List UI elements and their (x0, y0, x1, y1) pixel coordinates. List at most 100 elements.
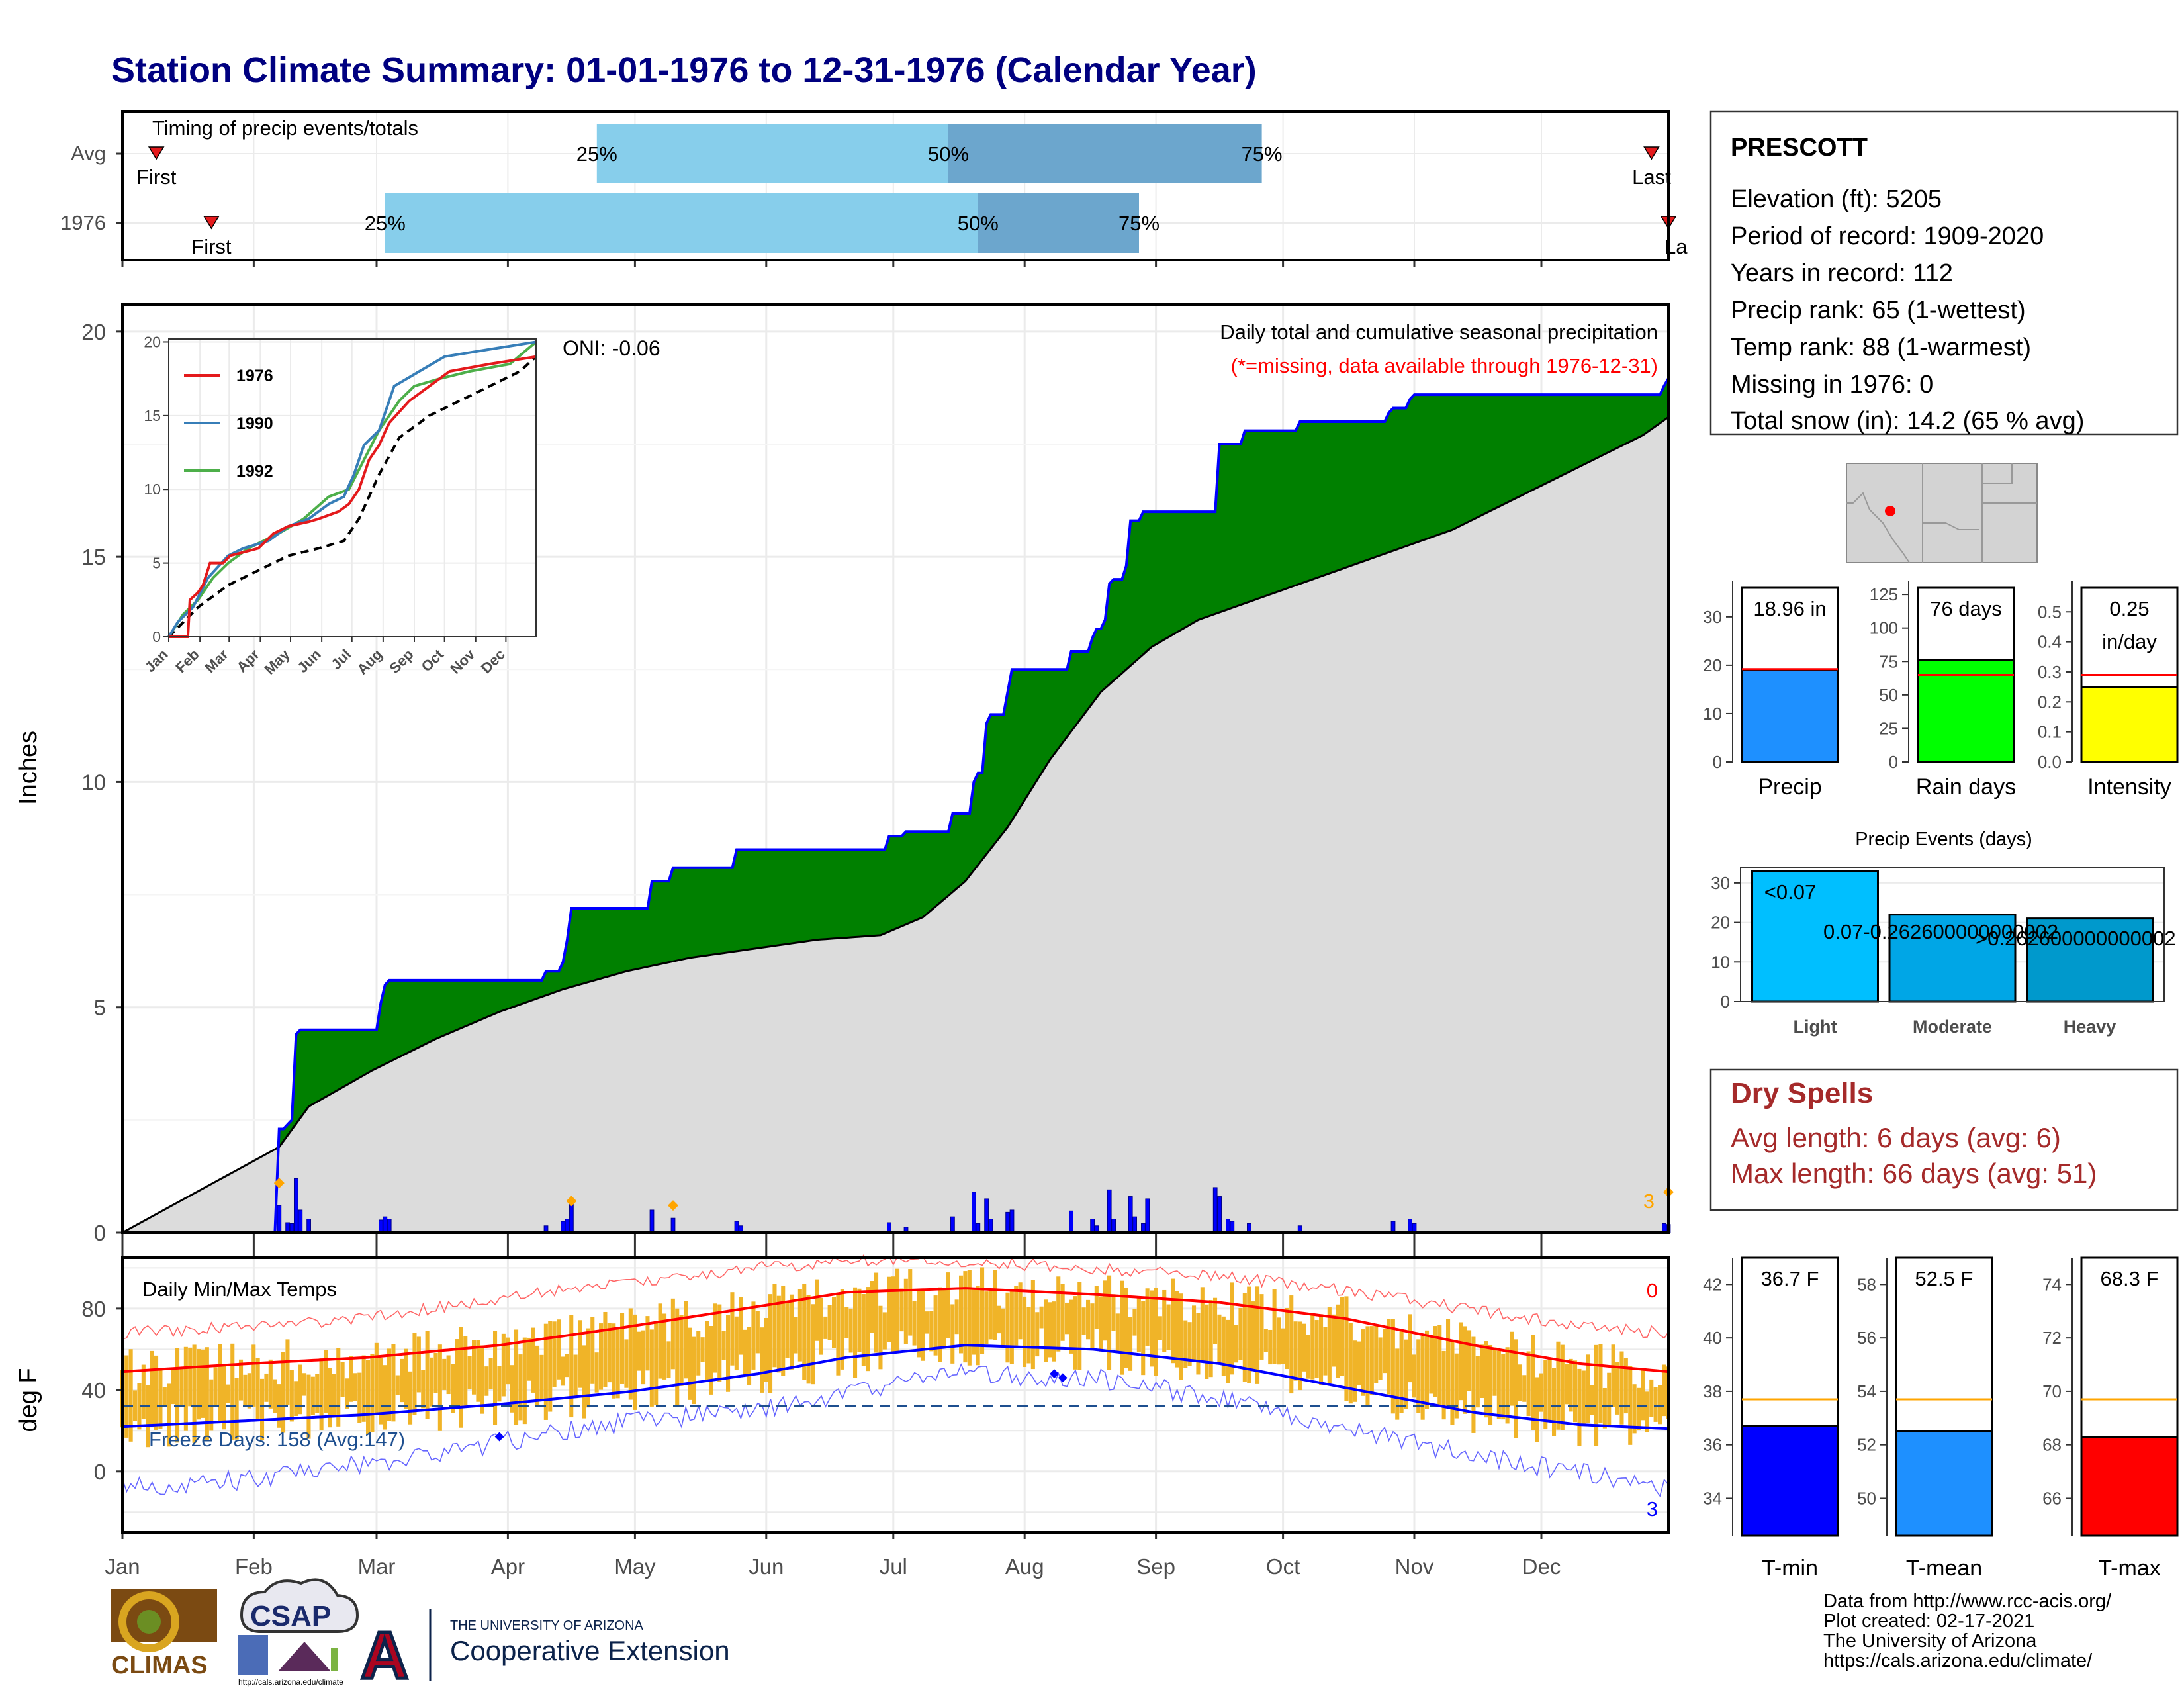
daily-temp-bar (205, 1347, 209, 1440)
daily-temp-bar (1099, 1296, 1103, 1352)
daily-precip-bar (1009, 1209, 1015, 1233)
daily-temp-bar (1378, 1337, 1383, 1380)
daily-temp-bar (844, 1307, 849, 1338)
daily-temp-bar (649, 1329, 654, 1407)
daily-temp-bar (1196, 1313, 1201, 1375)
daily-temp-bar (1531, 1335, 1535, 1430)
daily-temp-bar (437, 1344, 442, 1431)
daily-temp-bar (154, 1355, 159, 1430)
daily-temp-bar (615, 1328, 620, 1399)
csap-mountain (278, 1642, 331, 1671)
daily-temp-bar (1136, 1297, 1141, 1353)
mini-bar-tick-label: 10 (1703, 704, 1722, 724)
daily-temp-bar (988, 1290, 993, 1340)
daily-temp-bar (306, 1374, 311, 1439)
daily-temp-bar (1510, 1331, 1514, 1406)
daily-temp-bar (128, 1349, 133, 1442)
daily-temp-bar (705, 1321, 709, 1380)
daily-temp-bar (1162, 1289, 1167, 1352)
temp-bar-tick-label: 66 (2042, 1488, 2062, 1508)
daily-temp-bar (819, 1297, 823, 1355)
daily-temp-bar (1649, 1379, 1654, 1417)
daily-temp-bar (811, 1304, 815, 1385)
daily-precip-bar (950, 1216, 955, 1233)
daily-precip-bar (988, 1219, 993, 1233)
daily-precip-bar (1230, 1221, 1235, 1233)
mini-bar-tick-label: 50 (1879, 685, 1898, 705)
daily-temp-bar (1348, 1322, 1353, 1404)
daily-temp-bar (1124, 1288, 1128, 1368)
temp-bar-tick-label: 68 (2042, 1435, 2062, 1455)
dry-spells-max: Max length: 66 days (avg: 51) (1731, 1158, 2097, 1189)
temp-bar-value (1741, 1425, 1839, 1537)
daily-temp-bar (997, 1305, 1001, 1334)
daily-temp-bar (1383, 1329, 1387, 1374)
daily-temp-bar (501, 1333, 506, 1397)
daily-temp-bar (1399, 1330, 1404, 1413)
mini-bar-tick-label: 0.2 (2038, 692, 2062, 712)
daily-temp-bar (150, 1350, 154, 1428)
daily-temp-bar (1039, 1306, 1044, 1329)
timing-p25-label: 25% (576, 142, 617, 165)
daily-temp-bar (353, 1373, 357, 1401)
daily-temp-bar (1314, 1320, 1319, 1378)
daily-temp-bar (1060, 1284, 1065, 1341)
daily-temp-bar (472, 1340, 477, 1395)
daily-temp-bar (612, 1323, 616, 1399)
daily-precip-bar (649, 1209, 655, 1233)
month-label: Jul (880, 1554, 907, 1579)
daily-temp-bar (1285, 1307, 1289, 1370)
daily-temp-bar (408, 1371, 413, 1425)
cumulative-surplus-area (122, 378, 1668, 1233)
daily-temp-bar (578, 1320, 582, 1388)
daily-temp-bar (222, 1364, 226, 1430)
daily-temp-bar (1357, 1341, 1361, 1385)
station-location-marker (1885, 506, 1895, 516)
inset-y-tick-label: 0 (152, 628, 161, 645)
daily-temp-bar (1200, 1287, 1205, 1363)
daily-temp-bar (620, 1313, 625, 1384)
daily-temp-bar (1247, 1286, 1251, 1383)
month-label: Feb (235, 1554, 273, 1579)
daily-temp-bar (662, 1313, 667, 1380)
daily-temp-bar (1463, 1326, 1467, 1414)
daily-temp-bar (696, 1331, 701, 1376)
month-label: Aug (1005, 1554, 1044, 1579)
cumulative-1976-line (122, 377, 1670, 1234)
temp-summary-bars: 36.7 F 34 36 38 40 42 T-min 52.5 F 50 52 54 56 58 T-m… (1703, 1256, 2179, 1581)
daily-temp-bar (1412, 1354, 1416, 1398)
temp-y-tick-label: 0 (94, 1460, 106, 1484)
inset-y-tick-label: 10 (144, 481, 161, 498)
daily-temp-bar (565, 1354, 569, 1378)
station-elevation: Elevation (ft): 5205 (1731, 185, 1942, 213)
daily-temp-bar (967, 1270, 972, 1366)
daily-temp-bar (175, 1348, 180, 1443)
daily-temp-bar (298, 1364, 302, 1415)
daily-temp-bar (908, 1269, 913, 1336)
inset-lines (167, 340, 537, 638)
daily-temp-bar (535, 1345, 540, 1406)
csap-cloud (240, 1578, 359, 1633)
daily-temp-bar (404, 1348, 408, 1409)
daily-temp-bar (594, 1352, 599, 1393)
daily-temp-bar (430, 1357, 434, 1407)
daily-temp-bar (823, 1316, 828, 1339)
daily-temp-bar (273, 1379, 277, 1413)
daily-temp-bar (684, 1301, 688, 1379)
events-category-label: Moderate (1913, 1017, 1992, 1037)
daily-temp-bar (1259, 1294, 1264, 1360)
snow-marker (566, 1196, 577, 1207)
daily-temp-bar (239, 1359, 244, 1401)
daily-temp-bar (1234, 1325, 1239, 1363)
precip-y-label: Inches (15, 731, 42, 805)
daily-temp-bar (1344, 1296, 1349, 1401)
events-bar-light (1751, 870, 1879, 1003)
daily-temp-bar (1242, 1293, 1247, 1382)
daily-temp-bar (1132, 1309, 1137, 1336)
daily-temp-bar (891, 1276, 895, 1353)
events-bar-label-moderate: 0.07-0.262600000000002 (1823, 920, 2058, 943)
events-y-tick-label: 20 (1711, 913, 1730, 933)
daily-temp-bar (1107, 1275, 1112, 1370)
